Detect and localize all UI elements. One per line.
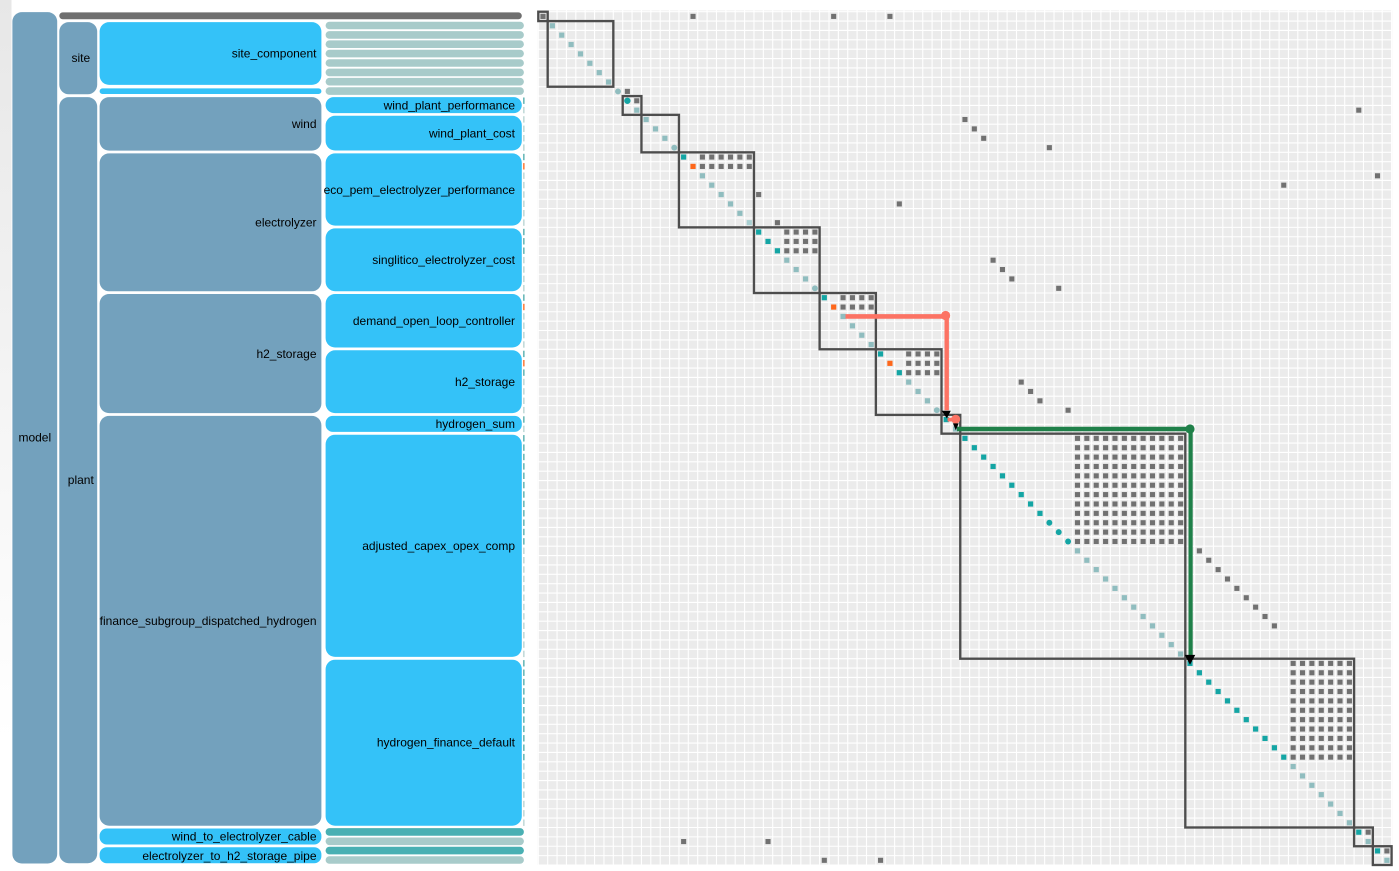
svg-text:wind: wind [291,117,317,131]
svg-text:plant: plant [68,473,95,487]
svg-text:model: model [18,430,51,444]
svg-text:electrolyzer_to_h2_storage_pip: electrolyzer_to_h2_storage_pipe [142,849,316,863]
svg-text:site: site [71,51,90,65]
svg-text:wind_plant_cost: wind_plant_cost [428,126,516,140]
svg-text:electrolyzer: electrolyzer [255,215,316,229]
svg-text:wind_to_electrolyzer_cable: wind_to_electrolyzer_cable [171,830,317,844]
svg-text:site_component: site_component [232,46,317,60]
svg-text:adjusted_capex_opex_comp: adjusted_capex_opex_comp [362,539,515,553]
svg-text:h2_storage: h2_storage [256,347,316,361]
svg-text:h2_storage: h2_storage [455,375,515,389]
svg-text:finance_subgroup_dispatched_hy: finance_subgroup_dispatched_hydrogen [100,614,317,628]
svg-text:hydrogen_sum: hydrogen_sum [436,417,515,431]
svg-text:eco_pem_electrolyzer_performan: eco_pem_electrolyzer_performance [324,183,516,197]
svg-text:wind_plant_performance: wind_plant_performance [383,98,516,112]
svg-text:singlitico_electrolyzer_cost: singlitico_electrolyzer_cost [372,253,515,267]
svg-text:demand_open_loop_controller: demand_open_loop_controller [353,314,515,328]
svg-text:hydrogen_finance_default: hydrogen_finance_default [377,736,516,750]
